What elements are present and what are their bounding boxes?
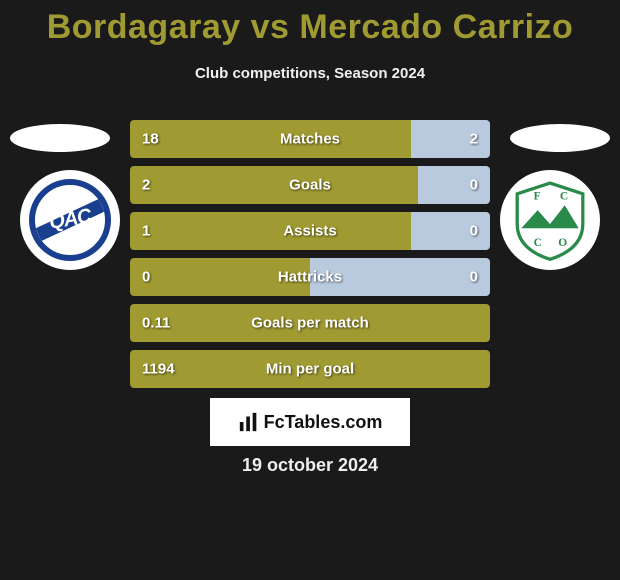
ferro-shield-icon: F C C O: [509, 179, 591, 261]
stat-label: Min per goal: [266, 361, 354, 378]
bar-left: [130, 166, 418, 204]
stat-value-left: 0.11: [142, 315, 170, 332]
stat-row: 2 0 Goals: [130, 166, 490, 204]
club-crest-right: F C C O: [500, 170, 600, 270]
bar-right: [411, 120, 490, 158]
stat-row: 1194 Min per goal: [130, 350, 490, 388]
stat-value-right: 0: [470, 223, 478, 240]
flag-oval-left: [10, 124, 110, 152]
bars-icon: [238, 411, 260, 433]
stat-label: Hattricks: [278, 269, 342, 286]
stat-row: 0 0 Hattricks: [130, 258, 490, 296]
stat-value-left: 1194: [142, 361, 175, 378]
page-title: Bordagaray vs Mercado Carrizo: [0, 8, 620, 47]
stat-value-left: 18: [142, 131, 159, 148]
stat-value-left: 2: [142, 177, 150, 194]
qac-badge: QAC: [29, 179, 111, 261]
svg-text:F: F: [534, 191, 541, 203]
stat-label: Goals per match: [251, 315, 369, 332]
stat-label: Matches: [280, 131, 340, 148]
stat-value-left: 1: [142, 223, 150, 240]
stat-value-left: 0: [142, 269, 150, 286]
qac-text: QAC: [48, 205, 93, 235]
svg-text:C: C: [534, 237, 542, 249]
bar-right: [418, 166, 490, 204]
infographic-container: Bordagaray vs Mercado Carrizo Club compe…: [0, 0, 620, 580]
fctables-inner: FcTables.com: [238, 411, 383, 433]
svg-text:C: C: [560, 191, 568, 203]
stat-value-right: 0: [470, 269, 478, 286]
stat-row: 18 2 Matches: [130, 120, 490, 158]
fctables-logo: FcTables.com: [210, 398, 410, 446]
stat-row: 0.11 Goals per match: [130, 304, 490, 342]
date-text: 19 october 2024: [242, 455, 378, 476]
ferro-badge: F C C O: [509, 179, 591, 261]
stat-row: 1 0 Assists: [130, 212, 490, 250]
bar-left: [130, 212, 411, 250]
stat-value-right: 2: [470, 131, 478, 148]
flag-oval-right: [510, 124, 610, 152]
bar-left: [130, 120, 411, 158]
stats-panel: 18 2 Matches 2 0 Goals 1 0 Assists 0 0 Hattricks 0.1…: [130, 120, 490, 396]
svg-text:O: O: [558, 237, 567, 249]
stat-label: Assists: [283, 223, 336, 240]
bar-right: [411, 212, 490, 250]
subtitle: Club competitions, Season 2024: [0, 65, 620, 82]
club-crest-left: QAC: [20, 170, 120, 270]
fctables-text: FcTables.com: [264, 412, 383, 433]
stat-label: Goals: [289, 177, 331, 194]
stat-value-right: 0: [470, 177, 478, 194]
